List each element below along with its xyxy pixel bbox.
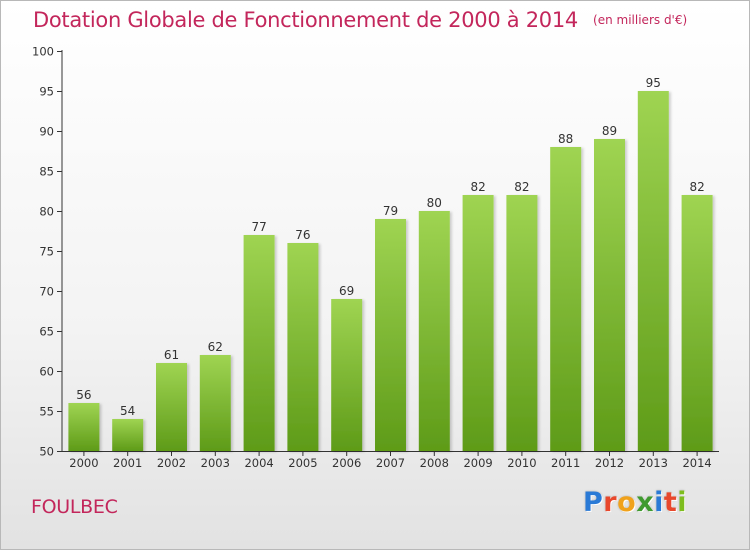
bars xyxy=(68,91,713,451)
x-tick-label-2002: 2002 xyxy=(157,456,186,470)
y-tick-label: 85 xyxy=(39,165,54,179)
bar-2006 xyxy=(331,299,363,451)
bar-2013 xyxy=(637,91,669,451)
value-label-2010: 82 xyxy=(514,180,529,194)
logo-letter: x xyxy=(636,487,655,518)
proxiti-logo[interactable]: Proxiti xyxy=(583,487,687,518)
value-label-2014: 82 xyxy=(689,180,704,194)
bar-2005 xyxy=(287,243,319,451)
x-tick-label-2012: 2012 xyxy=(595,456,624,470)
value-label-2009: 82 xyxy=(470,180,485,194)
bar-2014 xyxy=(681,195,713,451)
value-label-2002: 61 xyxy=(164,348,179,362)
bar-2001 xyxy=(112,419,144,451)
commune-name: FOULBEC xyxy=(31,496,118,518)
logo-letter: i xyxy=(677,487,688,518)
bar-2011 xyxy=(550,147,582,451)
value-label-2006: 69 xyxy=(339,284,354,298)
bar-2004 xyxy=(243,235,275,451)
chart-subtitle: (en milliers d'€) xyxy=(593,13,688,27)
value-label-2008: 80 xyxy=(427,196,442,210)
labels: 50 55 60 65 70 75 80 85 90 95 100 2000 56 2001 54 2002 6… xyxy=(32,45,712,471)
y-tick-label: 55 xyxy=(39,405,54,419)
bar-2000 xyxy=(68,403,100,451)
x-tick-label-2005: 2005 xyxy=(288,456,317,470)
y-tick-label: 65 xyxy=(39,325,54,339)
y-tick-label: 70 xyxy=(39,285,54,299)
bar-2003 xyxy=(199,355,231,451)
bar-2010 xyxy=(506,195,538,451)
x-tick-label-2013: 2013 xyxy=(639,456,668,470)
x-tick-label-2010: 2010 xyxy=(507,456,536,470)
logo-letter: o xyxy=(617,487,637,518)
chart-title: Dotation Globale de Fonctionnement de 20… xyxy=(33,8,578,32)
x-tick-label-2014: 2014 xyxy=(682,456,711,470)
title-row: Dotation Globale de Fonctionnement de 20… xyxy=(33,8,687,32)
y-tick-label: 80 xyxy=(39,205,54,219)
value-label-2007: 79 xyxy=(383,204,398,218)
value-label-2012: 89 xyxy=(602,124,617,138)
logo-letter: r xyxy=(603,487,618,518)
x-tick-label-2011: 2011 xyxy=(551,456,580,470)
x-tick-label-2000: 2000 xyxy=(69,456,98,470)
logo-letter: P xyxy=(583,487,604,518)
y-tick-label: 95 xyxy=(39,85,54,99)
value-label-2005: 76 xyxy=(295,228,310,242)
value-label-2011: 88 xyxy=(558,132,573,146)
value-label-2001: 54 xyxy=(120,404,135,418)
y-tick-label: 100 xyxy=(32,45,54,59)
bar-2009 xyxy=(462,195,494,451)
x-tick-label-2004: 2004 xyxy=(244,456,273,470)
value-label-2004: 77 xyxy=(251,220,266,234)
y-tick-label: 75 xyxy=(39,245,54,259)
y-tick-label: 60 xyxy=(39,365,54,379)
y-tick-label: 50 xyxy=(39,445,54,459)
logo-letter: i xyxy=(654,487,664,518)
x-tick-label-2009: 2009 xyxy=(463,456,492,470)
bar-2007 xyxy=(375,219,406,451)
logo-letter: t xyxy=(663,487,678,518)
value-label-2000: 56 xyxy=(76,388,91,402)
bar-2002 xyxy=(156,363,187,451)
x-tick-label-2003: 2003 xyxy=(201,456,230,470)
x-tick-label-2001: 2001 xyxy=(113,456,142,470)
y-tick-label: 90 xyxy=(39,125,54,139)
x-tick-label-2006: 2006 xyxy=(332,456,361,470)
x-tick-label-2007: 2007 xyxy=(376,456,405,470)
bar-2012 xyxy=(594,139,625,451)
axes xyxy=(57,50,719,456)
value-label-2013: 95 xyxy=(646,76,661,90)
value-label-2003: 62 xyxy=(208,340,223,354)
bar-2008 xyxy=(418,211,450,451)
x-tick-label-2008: 2008 xyxy=(420,456,449,470)
